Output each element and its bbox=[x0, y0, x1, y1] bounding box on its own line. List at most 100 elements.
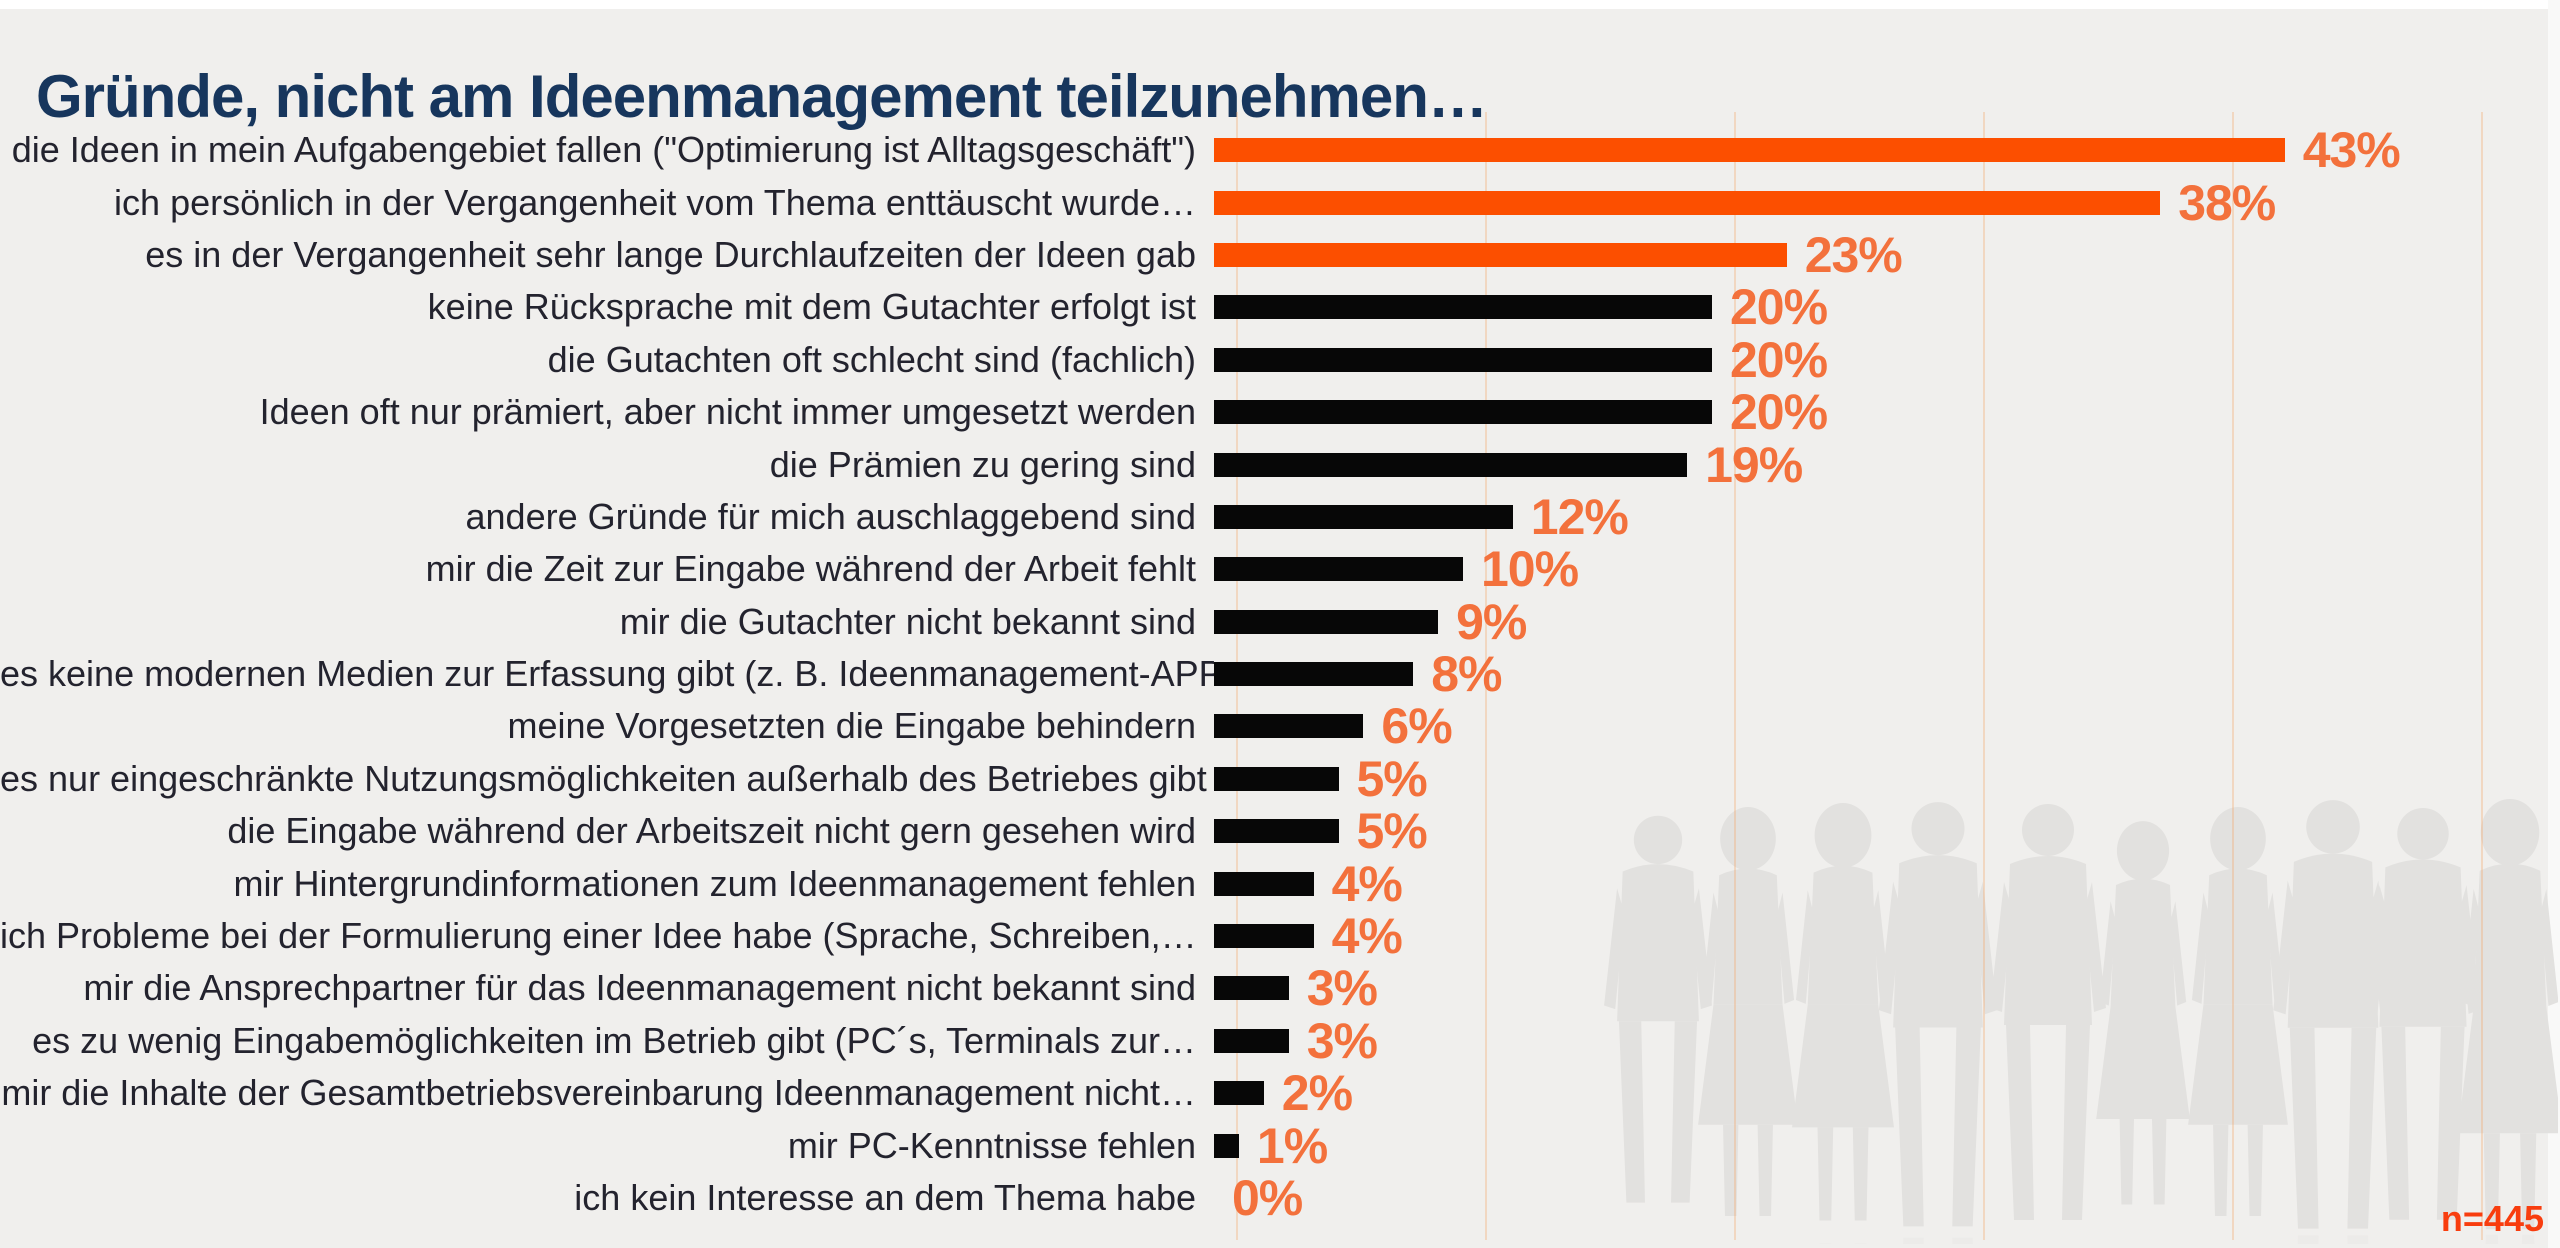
category-label: andere Gründe für mich auschlaggebend si… bbox=[465, 495, 1196, 537]
bar-track: 5% bbox=[1214, 805, 2560, 857]
category-label: ich kein Interesse an dem Thema habe bbox=[574, 1177, 1196, 1218]
category-label: mir PC-Kenntnisse fehlen bbox=[787, 1124, 1196, 1166]
bar-highlighted bbox=[1214, 190, 2161, 215]
category-label: ich persönlich in der Vergangenheit vom … bbox=[114, 181, 1196, 223]
value-label: 20% bbox=[1730, 384, 1828, 441]
bar-row: mir die Ansprechpartner für das Ideenman… bbox=[0, 962, 2560, 1014]
bar-track: 10% bbox=[1214, 543, 2560, 595]
page-top-edge bbox=[0, 0, 2560, 9]
value-label: 8% bbox=[1431, 646, 1502, 703]
bar bbox=[1214, 1028, 1289, 1053]
value-label: 20% bbox=[1730, 331, 1828, 388]
sample-size-label: n=445 bbox=[2440, 1198, 2544, 1239]
value-label: 0% bbox=[1232, 1170, 1303, 1226]
bar-track: 20% bbox=[1214, 281, 2560, 333]
category-label: die Gutachten oft schlecht sind (fachlic… bbox=[547, 338, 1196, 380]
category-label: meine Vorgesetzten die Eingabe behindern bbox=[507, 705, 1197, 747]
value-label: 23% bbox=[1804, 226, 1903, 283]
category-label: die Ideen in mein Aufgabengebiet fallen … bbox=[11, 129, 1196, 171]
category-label: mir Hintergrundinformationen zum Ideenma… bbox=[233, 862, 1196, 904]
value-label: 6% bbox=[1381, 698, 1452, 755]
category-label: es keine modernen Medien zur Erfassung g… bbox=[0, 653, 1214, 695]
bar-track: 1% bbox=[1214, 1119, 2560, 1171]
bar-track: 0% bbox=[1214, 1172, 2560, 1224]
bar bbox=[1214, 504, 1513, 529]
category-label: es zu wenig Eingabemöglichkeiten im Betr… bbox=[32, 1019, 1196, 1061]
bar-track: 19% bbox=[1214, 438, 2560, 490]
category-label: die Prämien zu gering sind bbox=[769, 443, 1196, 485]
bar-track: 38% bbox=[1214, 176, 2560, 228]
bar-track: 3% bbox=[1214, 962, 2560, 1014]
bar bbox=[1214, 871, 1314, 896]
bar bbox=[1214, 976, 1289, 1001]
bar bbox=[1214, 714, 1364, 739]
bar bbox=[1214, 452, 1688, 477]
bar-track: 4% bbox=[1214, 910, 2560, 962]
value-label: 12% bbox=[1530, 488, 1629, 545]
bar bbox=[1214, 347, 1712, 372]
bar-track: 2% bbox=[1214, 1067, 2560, 1119]
category-label: mir die Gutachter nicht bekannt sind bbox=[619, 600, 1196, 642]
category-label: Ideen oft nur prämiert, aber nicht immer… bbox=[259, 391, 1196, 433]
bar-row: mir Hintergrundinformationen zum Ideenma… bbox=[0, 857, 2560, 909]
value-label: 43% bbox=[2302, 122, 2401, 179]
page-title: Gründe, nicht am Ideenmanagement teilzun… bbox=[36, 63, 1488, 131]
bar-row: es nur eingeschränkte Nutzungsmöglichkei… bbox=[0, 753, 2560, 805]
category-label: es in der Vergangenheit sehr lange Durch… bbox=[145, 233, 1196, 275]
bar-highlighted bbox=[1214, 242, 1787, 267]
bar-track: 23% bbox=[1214, 229, 2560, 281]
bar bbox=[1214, 609, 1439, 634]
bar-row: keine Rücksprache mit dem Gutachter erfo… bbox=[0, 281, 2560, 333]
category-label: keine Rücksprache mit dem Gutachter erfo… bbox=[427, 286, 1196, 328]
bar-track: 20% bbox=[1214, 334, 2560, 386]
bar-track: 20% bbox=[1214, 386, 2560, 438]
bar bbox=[1214, 819, 1339, 844]
bar-row: die Gutachten oft schlecht sind (fachlic… bbox=[0, 334, 2560, 386]
bar-row: meine Vorgesetzten die Eingabe behindern… bbox=[0, 700, 2560, 752]
bar-track: 8% bbox=[1214, 648, 2560, 700]
bar-rows: die Ideen in mein Aufgabengebiet fallen … bbox=[0, 124, 2560, 1224]
bar-row: es keine modernen Medien zur Erfassung g… bbox=[0, 648, 2560, 700]
bar-track: 12% bbox=[1214, 491, 2560, 543]
bar-track: 3% bbox=[1214, 1015, 2560, 1067]
bar-track: 6% bbox=[1214, 700, 2560, 752]
bar-row: ich Probleme bei der Formulierung einer … bbox=[0, 910, 2560, 962]
bar-row: mir PC-Kenntnisse fehlen 1% bbox=[0, 1119, 2560, 1171]
value-label: 19% bbox=[1705, 436, 1803, 493]
bar bbox=[1214, 557, 1463, 582]
value-label: 3% bbox=[1306, 960, 1378, 1017]
value-label: 4% bbox=[1331, 855, 1403, 912]
bar-row: Ideen oft nur prämiert, aber nicht immer… bbox=[0, 386, 2560, 438]
bar-row: andere Gründe für mich auschlaggebend si… bbox=[0, 491, 2560, 543]
bar-row: mir die Inhalte der Gesamtbetriebsverein… bbox=[0, 1067, 2560, 1119]
value-label: 5% bbox=[1356, 750, 1428, 807]
gridline bbox=[2232, 112, 2234, 1240]
bar-row: mir die Zeit zur Eingabe während der Arb… bbox=[0, 543, 2560, 595]
value-label: 3% bbox=[1306, 1012, 1378, 1069]
gridline bbox=[1983, 112, 1985, 1240]
bar bbox=[1214, 924, 1314, 949]
gridline bbox=[1734, 112, 1736, 1240]
value-label: 4% bbox=[1331, 908, 1403, 965]
category-label: mir die Inhalte der Gesamtbetriebsverein… bbox=[1, 1072, 1196, 1114]
value-label: 1% bbox=[1256, 1117, 1328, 1174]
value-label: 20% bbox=[1730, 279, 1828, 336]
bar-row: es zu wenig Eingabemöglichkeiten im Betr… bbox=[0, 1015, 2560, 1067]
value-label: 38% bbox=[2178, 174, 2276, 231]
bar bbox=[1214, 662, 1414, 687]
gridline bbox=[2481, 112, 2483, 1240]
value-label: 10% bbox=[1481, 541, 1579, 598]
category-label: mir die Zeit zur Eingabe während der Arb… bbox=[425, 548, 1196, 590]
bar bbox=[1214, 1133, 1239, 1158]
bar-track: 5% bbox=[1214, 753, 2560, 805]
bar-row: die Prämien zu gering sind 19% bbox=[0, 438, 2560, 490]
bar-track: 43% bbox=[1214, 124, 2560, 176]
bar-row: mir die Gutachter nicht bekannt sind 9% bbox=[0, 596, 2560, 648]
bar bbox=[1214, 766, 1339, 791]
bar-row: es in der Vergangenheit sehr lange Durch… bbox=[0, 229, 2560, 281]
category-label: es nur eingeschränkte Nutzungsmöglichkei… bbox=[0, 757, 1207, 799]
category-label: ich Probleme bei der Formulierung einer … bbox=[0, 915, 1197, 957]
bar bbox=[1214, 1081, 1264, 1106]
bar-highlighted bbox=[1214, 138, 2285, 163]
